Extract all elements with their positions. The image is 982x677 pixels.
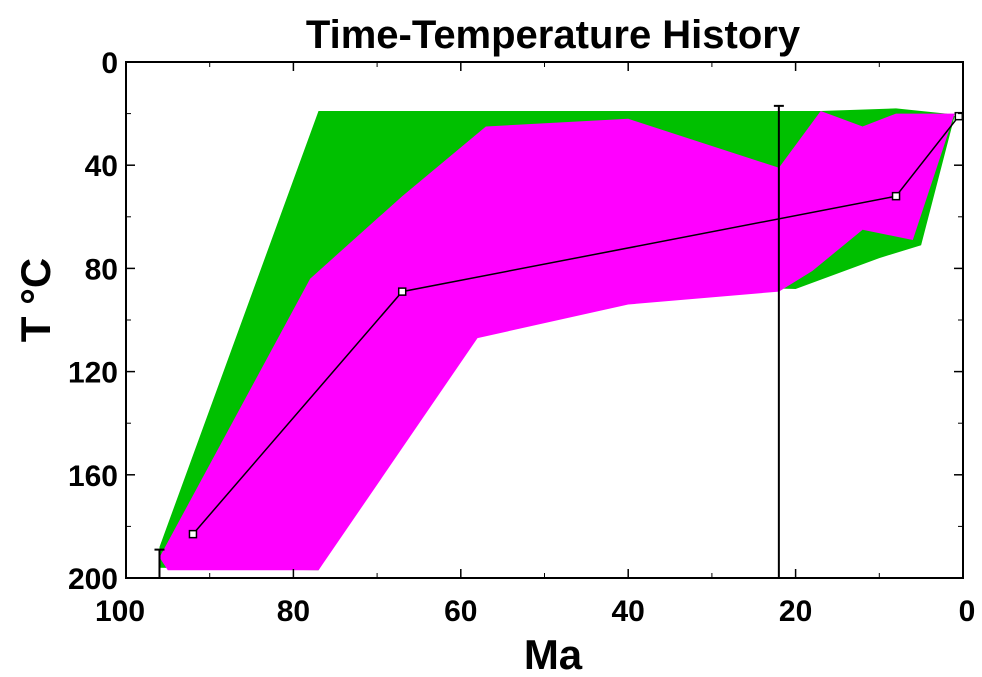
best-path-point <box>188 529 198 539</box>
best-path-point <box>397 287 407 296</box>
good-envelope-area <box>159 111 955 571</box>
x-tick-label: 80 <box>277 595 310 628</box>
x-axis-label: Ma <box>524 631 583 677</box>
plot-area <box>154 104 964 579</box>
x-tick-label: 20 <box>779 595 812 628</box>
best-path-point <box>891 191 901 201</box>
x-tick-label: 60 <box>444 595 477 628</box>
y-tick-label: 80 <box>85 253 118 286</box>
x-tick-label: 0 <box>959 595 976 628</box>
y-tick-label: 200 <box>68 563 118 596</box>
y-tick-label: 160 <box>68 460 118 493</box>
x-tick-label: 100 <box>95 595 145 628</box>
chart-title: Time-Temperature History <box>306 13 801 57</box>
x-tick-label: 40 <box>612 595 645 628</box>
y-axis-label: T °C <box>12 258 59 342</box>
y-tick-label: 40 <box>85 150 118 183</box>
y-tick-label: 120 <box>68 357 118 390</box>
best-path-line <box>192 115 960 535</box>
y-tick-label: 0 <box>101 47 118 80</box>
